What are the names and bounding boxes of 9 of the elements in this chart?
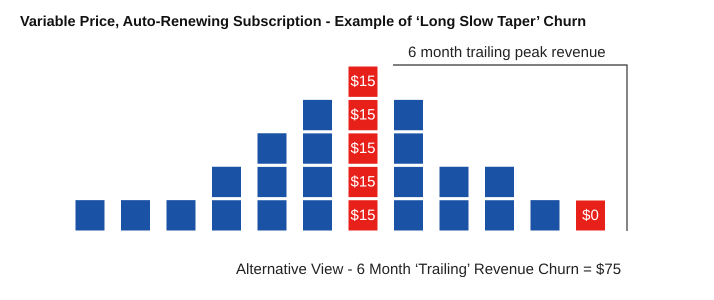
data-label: $0 <box>582 207 599 224</box>
x-axis-title: Alternative View - 6 Month ‘Trailing’ Revenue Churn = $75 <box>236 261 622 278</box>
chart-title: Variable Price, Auto-Renewing Subscription - Example of ‘Long Slow Taper’ Churn <box>20 14 586 30</box>
data-label: $15 <box>350 140 376 157</box>
data-label: $15 <box>350 206 376 224</box>
text: 6 month trailing peak revenue <box>408 44 606 61</box>
data-label: $15 <box>350 106 376 124</box>
data-label: $15 <box>350 73 376 90</box>
data-label: $15 <box>350 173 376 190</box>
